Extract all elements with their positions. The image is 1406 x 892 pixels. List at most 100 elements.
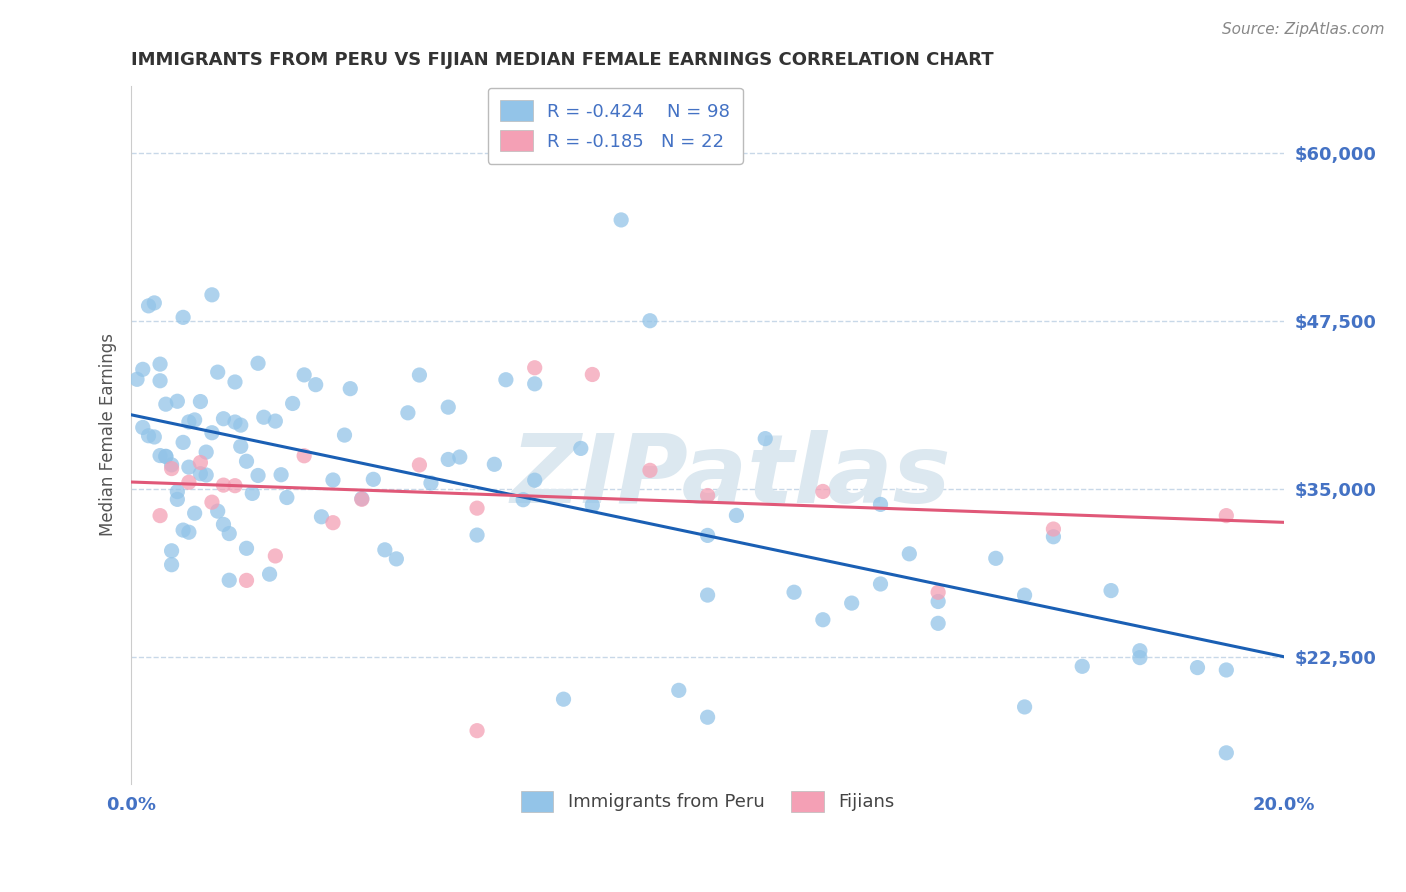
Point [218,526,240,541]
Point [408,368,430,382]
Point [696,528,718,542]
Point [235,454,257,468]
Point [610,213,633,227]
Point [276,491,298,505]
Point [166,484,188,499]
Point [149,374,172,388]
Point [363,472,385,486]
Point [218,573,240,587]
Point [212,411,235,425]
Point [1014,588,1036,602]
Point [264,549,287,563]
Point [898,547,921,561]
Y-axis label: Median Female Earnings: Median Female Earnings [100,334,117,536]
Point [374,542,396,557]
Point [229,439,252,453]
Point [1042,522,1064,536]
Point [333,428,356,442]
Point [270,467,292,482]
Point [201,425,224,440]
Point [177,525,200,540]
Point [224,415,246,429]
Point [420,476,443,491]
Point [212,478,235,492]
Point [523,360,546,375]
Point [1129,650,1152,665]
Point [1215,663,1237,677]
Point [581,368,603,382]
Point [841,596,863,610]
Point [869,577,891,591]
Point [172,435,194,450]
Point [523,376,546,391]
Point [484,458,506,472]
Point [1215,746,1237,760]
Point [132,362,155,376]
Point [253,410,276,425]
Point [160,543,183,558]
Point [155,450,177,464]
Point [311,509,333,524]
Point [292,449,315,463]
Point [305,377,328,392]
Point [512,492,534,507]
Point [183,506,205,520]
Point [229,418,252,433]
Point [1042,530,1064,544]
Point [264,414,287,428]
Point [190,456,212,470]
Point [143,430,166,444]
Point [201,288,224,302]
Point [149,357,172,371]
Point [160,558,183,572]
Text: IMMIGRANTS FROM PERU VS FIJIAN MEDIAN FEMALE EARNINGS CORRELATION CHART: IMMIGRANTS FROM PERU VS FIJIAN MEDIAN FE… [131,51,994,69]
Point [149,508,172,523]
Point [1014,700,1036,714]
Point [190,394,212,409]
Point [437,400,460,414]
Point [927,594,949,608]
Point [1215,508,1237,523]
Point [449,450,471,464]
Point [553,692,575,706]
Point [322,473,344,487]
Point [207,365,229,379]
Point [138,429,160,443]
Point [172,523,194,537]
Point [350,491,373,506]
Point [292,368,315,382]
Point [247,356,270,370]
Point [396,406,419,420]
Point [155,450,177,464]
Point [1129,644,1152,658]
Point [224,375,246,389]
Point [754,432,776,446]
Point [668,683,690,698]
Point [207,504,229,518]
Point [177,475,200,490]
Point [725,508,748,523]
Point [235,541,257,556]
Text: ZIPatlas: ZIPatlas [510,431,950,524]
Point [1099,583,1122,598]
Point [408,458,430,472]
Point [465,723,488,738]
Point [190,467,212,481]
Point [569,442,592,456]
Point [160,461,183,475]
Point [166,394,188,409]
Point [155,397,177,411]
Text: Source: ZipAtlas.com: Source: ZipAtlas.com [1222,22,1385,37]
Point [259,567,281,582]
Point [811,613,834,627]
Point [160,458,183,472]
Point [811,484,834,499]
Point [638,314,661,328]
Point [322,516,344,530]
Point [581,498,603,512]
Point [1071,659,1094,673]
Point [638,463,661,477]
Point [143,296,166,310]
Point [195,468,218,483]
Point [201,495,224,509]
